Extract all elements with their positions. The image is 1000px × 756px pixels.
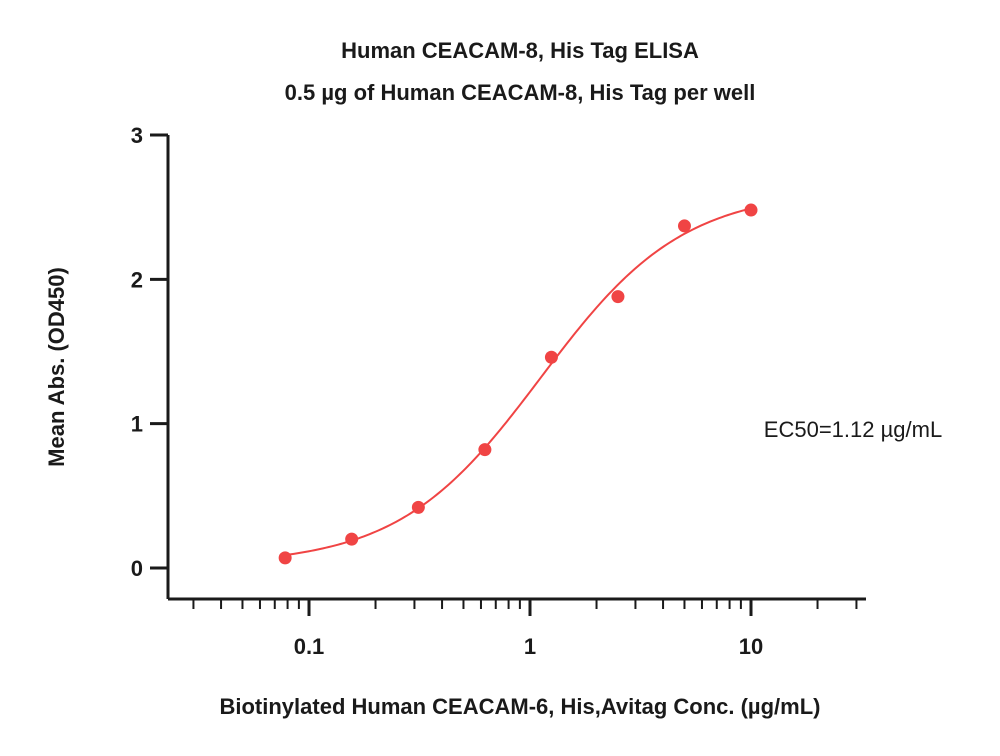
x-axis-label: Biotinylated Human CEACAM-6, His,Avitag … — [219, 694, 820, 719]
data-points — [278, 203, 758, 565]
y-tick-label: 3 — [131, 123, 143, 148]
data-point — [345, 532, 359, 546]
x-tick-label: 1 — [524, 634, 536, 659]
chart-subtitle: 0.5 µg of Human CEACAM-8, His Tag per we… — [285, 80, 756, 105]
data-point — [744, 203, 758, 217]
data-point — [544, 350, 558, 364]
y-axis: 0 1 2 3 — [131, 123, 170, 599]
ec50-annotation: EC50=1.12 µg/mL — [764, 417, 942, 442]
x-tick-label: 0.1 — [294, 634, 325, 659]
y-axis-label: Mean Abs. (OD450) — [44, 267, 69, 467]
fit-curve-layer — [285, 207, 752, 557]
data-point — [677, 219, 691, 233]
chart-title: Human CEACAM-8, His Tag ELISA — [341, 38, 699, 63]
x-axis: 0.1 1 10 — [168, 597, 866, 659]
fit-curve — [285, 207, 752, 557]
data-point — [611, 290, 625, 304]
y-tick-label: 1 — [131, 412, 143, 437]
data-point — [411, 500, 425, 514]
y-tick-label: 0 — [131, 556, 143, 581]
data-point — [478, 443, 492, 457]
y-tick-label: 2 — [131, 267, 143, 292]
data-point — [278, 551, 292, 565]
x-tick-label: 10 — [739, 634, 763, 659]
